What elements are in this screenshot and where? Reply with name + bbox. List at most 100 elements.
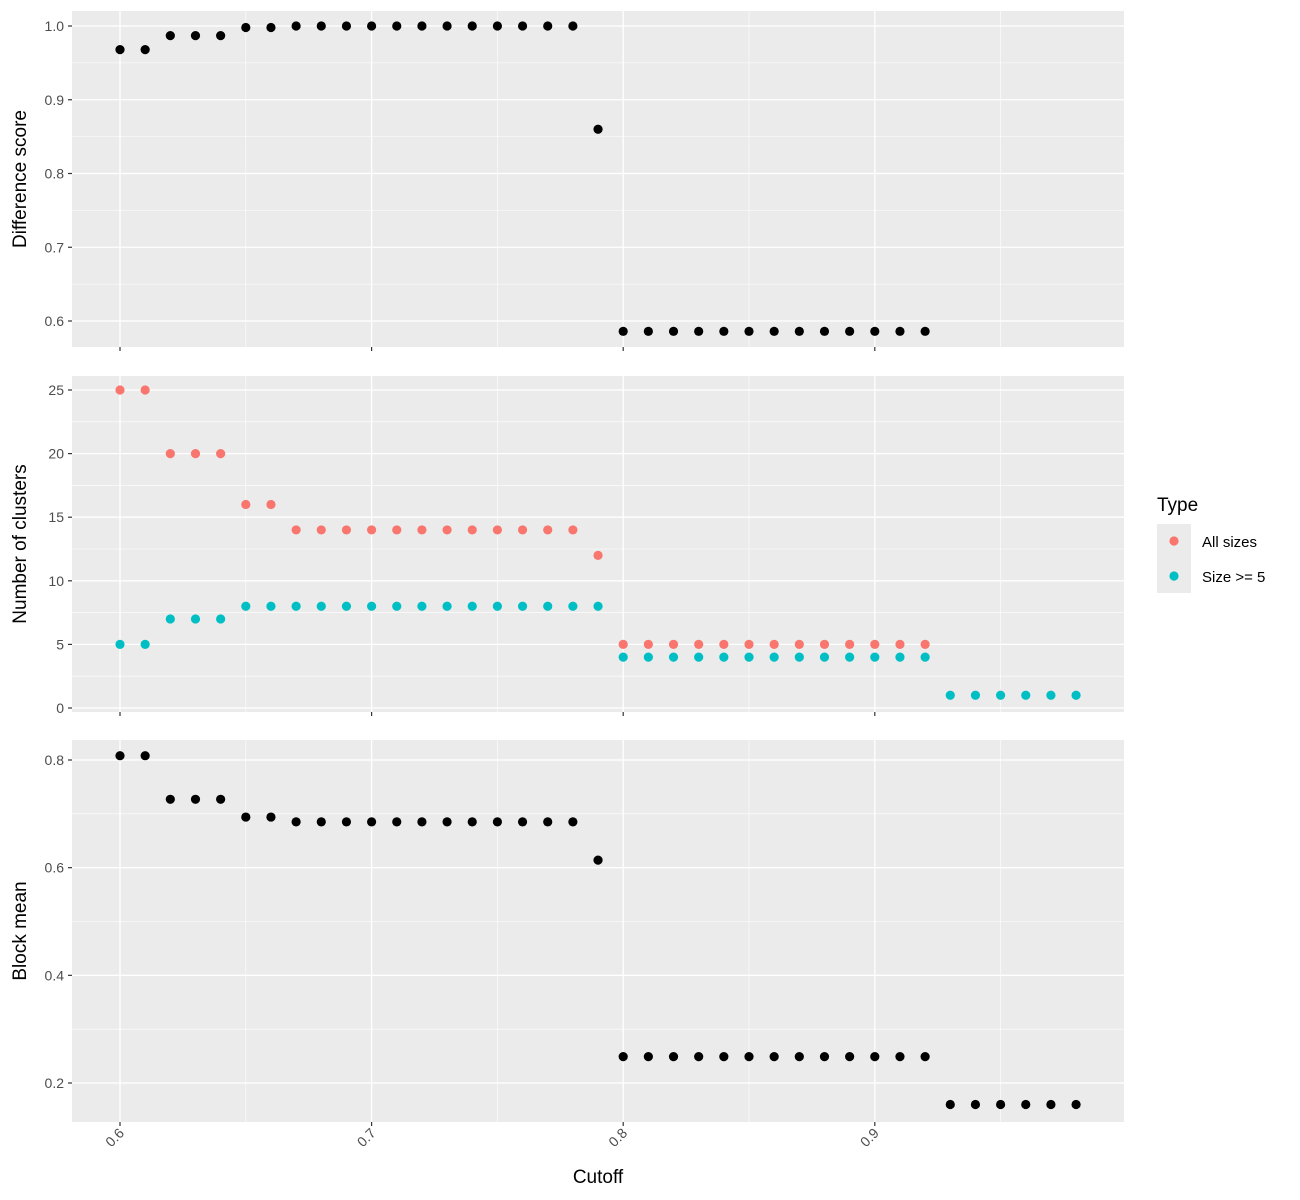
- data-point: [190, 614, 201, 624]
- data-point: [870, 1052, 880, 1062]
- legend-title: Type: [1157, 495, 1198, 516]
- y-axis-title: Block mean: [10, 881, 31, 980]
- y-tick-label: 10: [48, 573, 64, 589]
- data-point: [216, 449, 226, 459]
- y-tick-label: 0.8: [45, 752, 65, 768]
- x-axis-title: Cutoff: [573, 1167, 624, 1188]
- data-point: [417, 525, 427, 535]
- data-point: [442, 601, 452, 611]
- data-point: [241, 499, 251, 510]
- data-point: [316, 601, 326, 611]
- data-point: [895, 639, 905, 650]
- data-point: [845, 326, 855, 336]
- data-point: [291, 21, 301, 31]
- y-axis-title: Difference score: [10, 110, 31, 248]
- data-point: [769, 326, 779, 336]
- data-point: [216, 614, 226, 624]
- data-point: [241, 601, 251, 611]
- data-point: [719, 639, 729, 650]
- data-point: [694, 639, 704, 650]
- data-point: [492, 525, 502, 535]
- panel-background: [72, 740, 1124, 1122]
- data-point: [1071, 690, 1081, 700]
- data-point: [568, 525, 578, 535]
- legend-label-2: Size >= 5: [1202, 569, 1265, 586]
- y-tick-label: 0: [56, 700, 64, 716]
- legend-key-1: [1169, 536, 1179, 546]
- data-point: [895, 1052, 905, 1062]
- x-tick-label: 0.8: [605, 1125, 630, 1150]
- data-point: [442, 525, 452, 535]
- data-point: [367, 21, 377, 31]
- legend: Type All sizes Size >= 5: [1157, 495, 1265, 593]
- data-point: [442, 21, 452, 31]
- data-point: [140, 751, 150, 761]
- data-point: [769, 1052, 779, 1062]
- data-point: [744, 652, 754, 662]
- data-point: [115, 639, 125, 650]
- data-point: [467, 21, 477, 31]
- data-point: [668, 326, 679, 336]
- data-point: [593, 601, 603, 611]
- data-point: [190, 30, 201, 41]
- data-point: [266, 22, 276, 33]
- data-point: [341, 21, 352, 31]
- data-point: [140, 385, 150, 395]
- y-tick-label: 15: [48, 509, 64, 525]
- data-point: [794, 326, 804, 336]
- data-point: [115, 751, 125, 761]
- data-point: [870, 326, 880, 336]
- y-axis-title: Number of clusters: [10, 464, 31, 623]
- x-tick-label: 0.9: [857, 1125, 882, 1150]
- data-point: [392, 21, 402, 31]
- data-point: [769, 652, 779, 662]
- data-point: [417, 21, 427, 31]
- data-point: [845, 639, 855, 650]
- data-point: [543, 817, 553, 827]
- data-point: [668, 652, 679, 662]
- data-point: [291, 601, 301, 611]
- data-point: [593, 124, 603, 134]
- data-point: [291, 525, 301, 535]
- data-point: [794, 1052, 804, 1062]
- data-point: [996, 1099, 1006, 1110]
- data-point: [492, 21, 502, 31]
- data-point: [668, 639, 679, 650]
- data-point: [970, 690, 981, 700]
- x-tick-label: 0.7: [354, 1125, 379, 1150]
- data-point: [341, 601, 352, 611]
- data-point: [694, 326, 704, 336]
- data-point: [1046, 690, 1056, 700]
- data-point: [769, 639, 779, 650]
- legend-key-2: [1169, 571, 1179, 581]
- data-point: [895, 326, 905, 336]
- data-point: [517, 525, 528, 535]
- data-point: [618, 652, 628, 662]
- data-point: [492, 817, 502, 827]
- data-point: [719, 326, 729, 336]
- data-point: [1071, 1099, 1081, 1110]
- data-point: [819, 639, 830, 650]
- data-point: [367, 525, 377, 535]
- y-tick-label: 0.6: [45, 313, 65, 329]
- data-point: [945, 690, 955, 700]
- data-point: [543, 21, 553, 31]
- data-point: [694, 1052, 704, 1062]
- data-point: [568, 601, 578, 611]
- data-point: [517, 817, 528, 827]
- data-point: [970, 1099, 981, 1110]
- panel-background: [72, 376, 1124, 712]
- y-tick-label: 25: [48, 382, 64, 398]
- data-point: [467, 601, 477, 611]
- data-point: [719, 652, 729, 662]
- data-point: [341, 817, 352, 827]
- data-point: [945, 1099, 955, 1110]
- y-tick-label: 0.6: [45, 860, 65, 876]
- data-point: [216, 30, 226, 41]
- data-point: [618, 326, 628, 336]
- data-point: [467, 817, 477, 827]
- y-tick-label: 0.7: [45, 239, 65, 255]
- data-point: [643, 326, 653, 336]
- data-point: [870, 652, 880, 662]
